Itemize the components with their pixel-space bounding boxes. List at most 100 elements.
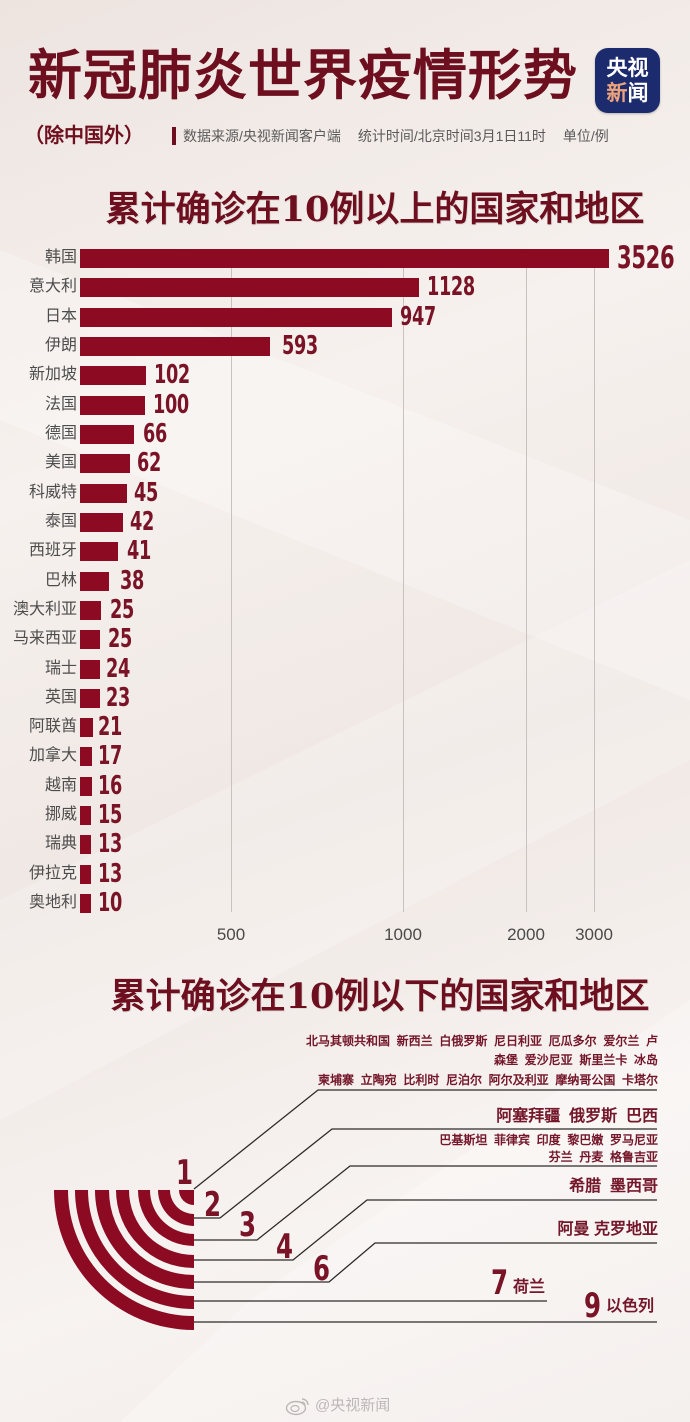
case-count-9: 9: [584, 1286, 602, 1326]
watermark-text: @央视新闻: [315, 1397, 391, 1414]
bar: [80, 512, 123, 532]
country-label: 加拿大: [28, 747, 77, 764]
bar: [80, 688, 100, 708]
country-label: 美国: [44, 454, 77, 471]
value-label: 17: [98, 741, 122, 771]
quarter-rings: [54, 1190, 194, 1330]
x-tick-1000: 1000: [384, 925, 422, 944]
value-label: 13: [98, 859, 122, 889]
bar: [80, 659, 100, 679]
bar: [80, 453, 130, 473]
country-label: 泰国: [44, 513, 77, 530]
value-label: 66: [143, 419, 167, 449]
country-label: 马来西亚: [12, 630, 77, 647]
case-count-1: 1: [176, 1153, 194, 1193]
value-label: 23: [106, 683, 130, 713]
country-label: 法国: [44, 396, 77, 413]
bar: [80, 365, 146, 385]
bar-row: 奥地利 10: [0, 890, 690, 916]
section-title-above-10: 累计确诊在10例以上的国家和地区: [105, 189, 645, 230]
value-label: 100: [153, 390, 189, 420]
bar-row: 法国 100: [0, 390, 690, 420]
value-label: 45: [134, 478, 158, 508]
stat-time: 统计时间/北京时间3月1日11时: [357, 128, 546, 144]
bar: [80, 717, 93, 737]
value-label: 24: [106, 654, 130, 684]
group-1-countries-line-2: 森堡 爱沙尼亚 斯里兰卡 冰岛: [493, 1053, 658, 1067]
group-1-countries-line-1: 北马其顿共和国 新西兰 白俄罗斯 尼日利亚 厄瓜多尔 爱尔兰 卢: [305, 1034, 658, 1048]
section-title-below-10: 累计确诊在10例以下的国家和地区: [110, 976, 650, 1017]
bar: [80, 571, 109, 591]
case-count-3: 3: [239, 1205, 257, 1245]
group-6-countries: 阿曼 克罗地亚: [557, 1221, 658, 1238]
country-label: 科威特: [28, 484, 77, 501]
separator-bar: [172, 127, 176, 145]
group-3-countries-line-2: 芬兰 丹麦 格鲁吉亚: [548, 1150, 658, 1164]
gridline-3000: [594, 268, 595, 912]
country-label: 伊拉克: [28, 865, 77, 882]
group-3-countries-line-1: 巴基斯坦 菲律宾 印度 黎巴嫩 罗马尼亚: [439, 1133, 658, 1147]
value-label: 25: [108, 624, 132, 654]
logo-line2: 新闻: [607, 81, 649, 106]
bar-row: 新加坡 102: [0, 360, 690, 390]
country-label: 巴林: [44, 572, 77, 589]
weibo-icon: [285, 1398, 309, 1416]
bar: [80, 336, 270, 356]
bar-row: 伊拉克 13: [0, 859, 690, 889]
bar: [80, 834, 91, 854]
value-label: 1128: [427, 272, 475, 302]
value-label: 21: [98, 712, 122, 742]
bar-row: 泰国 42: [0, 507, 690, 537]
bar: [80, 864, 91, 884]
bar-row: 英国 23: [0, 683, 690, 713]
bar: [80, 395, 145, 415]
country-label: 澳大利亚: [12, 601, 77, 618]
country-label: 新加坡: [28, 366, 77, 383]
unit-note: 单位/例: [562, 128, 609, 144]
logo-line1: 央视: [606, 55, 649, 80]
value-label: 38: [120, 566, 144, 596]
bar: [80, 805, 91, 825]
bar: [80, 248, 609, 268]
bar: [80, 746, 92, 766]
group-9-countries: 以色列: [606, 1298, 655, 1315]
bar-row: 美国 62: [0, 450, 690, 476]
bar: [80, 307, 392, 327]
case-count-2: 2: [204, 1185, 222, 1225]
country-label: 瑞士: [44, 660, 77, 677]
bar-row: 意大利 1128: [0, 272, 690, 302]
case-count-6: 6: [313, 1249, 331, 1289]
case-count-4: 4: [276, 1227, 294, 1267]
bar: [80, 541, 118, 561]
bar-row: 巴林 38: [0, 566, 690, 596]
page-title: 新冠肺炎世界疫情形势: [28, 43, 578, 107]
bar-row: 德国 66: [0, 419, 690, 449]
bar: [80, 277, 419, 297]
value-label: 41: [127, 536, 151, 566]
country-label: 越南: [44, 777, 77, 794]
gridline-500: [231, 268, 232, 912]
bar-row: 科威特 45: [0, 478, 690, 508]
country-label: 瑞典: [44, 835, 77, 852]
x-tick-500: 500: [216, 925, 246, 944]
value-label: 593: [282, 331, 318, 361]
case-count-7: 7: [491, 1263, 509, 1303]
bar: [80, 893, 91, 913]
country-label: 韩国: [44, 249, 77, 266]
group-7-countries: 荷兰: [513, 1279, 546, 1296]
x-tick-3000: 3000: [575, 925, 613, 944]
bar-row: 越南 16: [0, 773, 690, 799]
value-label: 25: [110, 595, 134, 625]
value-label: 102: [154, 360, 190, 390]
data-source: 数据来源/央视新闻客户端: [183, 128, 341, 144]
logo-line2-part1: 新: [606, 80, 628, 105]
cctv-news-logo: 央视 新闻: [595, 48, 660, 113]
source-info: 数据来源/央视新闻客户端 统计时间/北京时间3月1日11时 单位/例: [183, 126, 626, 146]
group-1-countries-line-3: 柬埔寨 立陶宛 比利时 尼泊尔 阿尔及利亚 摩纳哥公国 卡塔尔: [317, 1073, 658, 1087]
logo-line2-part2: 闻: [627, 80, 649, 105]
bar-row: 加拿大 17: [0, 741, 690, 771]
group-2-countries: 阿塞拜疆 俄罗斯 巴西: [496, 1108, 658, 1125]
bar-row: 澳大利亚 25: [0, 595, 690, 625]
country-label: 日本: [44, 308, 77, 325]
value-label: 42: [130, 507, 154, 537]
